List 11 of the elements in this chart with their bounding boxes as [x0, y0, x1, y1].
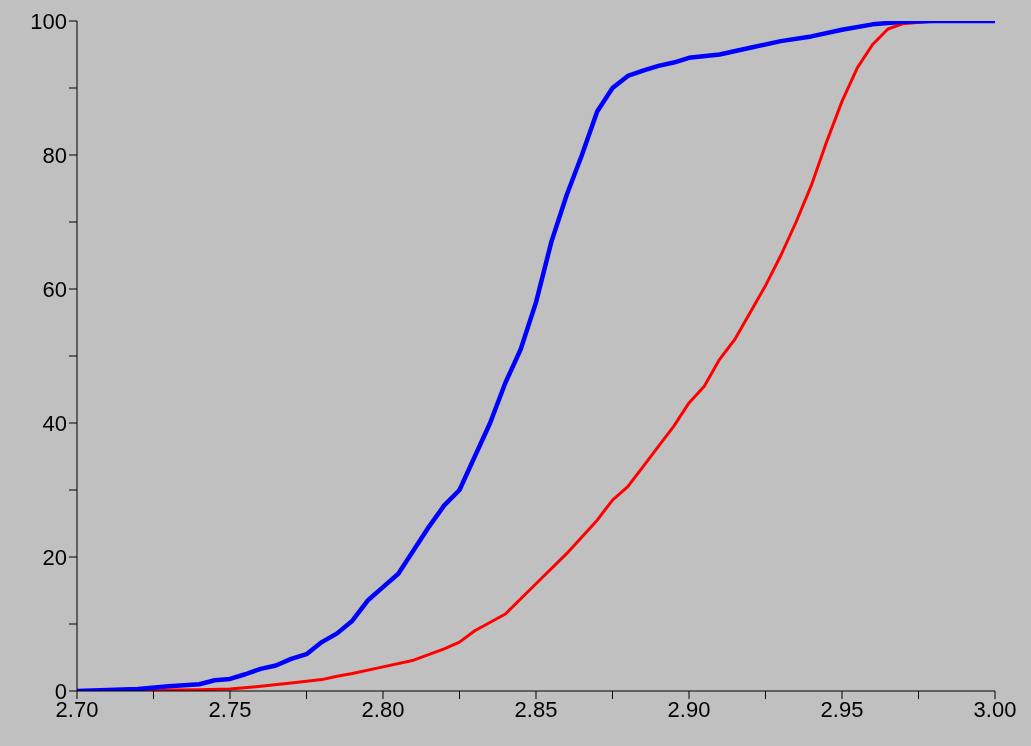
y-tick-label: 20: [42, 544, 67, 570]
x-tick-label: 2.90: [667, 696, 711, 722]
x-tick-label: 2.80: [361, 696, 405, 722]
x-tick-label: 3.00: [973, 696, 1017, 722]
x-tick-label: 2.75: [208, 696, 252, 722]
y-tick-label: 60: [42, 276, 67, 302]
y-tick-label: 80: [42, 142, 67, 168]
y-tick-label: 40: [42, 410, 67, 436]
x-tick-label: 2.95: [820, 696, 864, 722]
y-tick-label: 100: [30, 8, 67, 34]
x-tick-label: 2.85: [514, 696, 558, 722]
